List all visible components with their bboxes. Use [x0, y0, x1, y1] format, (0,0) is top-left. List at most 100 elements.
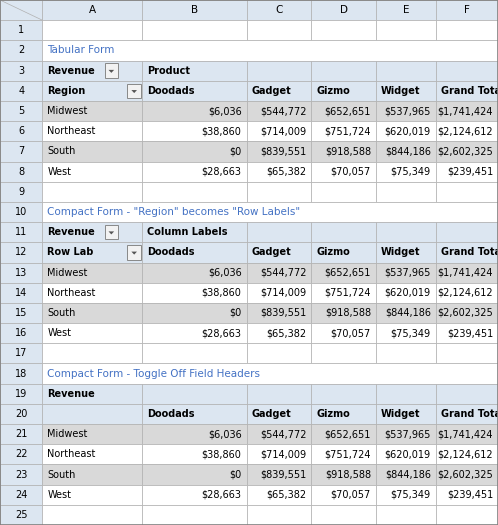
- Bar: [142, 222, 247, 243]
- Text: Gadget: Gadget: [251, 409, 291, 419]
- Text: West: West: [47, 490, 71, 500]
- Text: $75,349: $75,349: [390, 490, 431, 500]
- Text: Tabular Form: Tabular Form: [47, 46, 115, 56]
- Bar: [42, 424, 142, 444]
- Bar: [247, 323, 311, 343]
- Text: 9: 9: [18, 187, 24, 197]
- Text: $6,036: $6,036: [208, 106, 242, 116]
- Text: $239,451: $239,451: [447, 490, 493, 500]
- Text: $751,724: $751,724: [325, 288, 371, 298]
- Bar: [247, 384, 311, 404]
- Bar: [247, 81, 311, 101]
- Text: $714,009: $714,009: [260, 449, 306, 459]
- Text: $844,186: $844,186: [385, 308, 431, 318]
- Text: $2,124,612: $2,124,612: [437, 126, 493, 136]
- Text: 10: 10: [15, 207, 27, 217]
- Bar: [142, 101, 247, 121]
- Bar: [42, 323, 142, 343]
- Text: $0: $0: [229, 146, 242, 156]
- Bar: [311, 141, 376, 162]
- Text: $751,724: $751,724: [325, 449, 371, 459]
- Text: A: A: [89, 5, 96, 15]
- Bar: [376, 485, 436, 505]
- Text: $6,036: $6,036: [208, 268, 242, 278]
- Bar: [247, 121, 311, 141]
- Bar: [0, 363, 42, 384]
- Text: 4: 4: [18, 86, 24, 96]
- Bar: [436, 282, 498, 303]
- Bar: [0, 262, 42, 282]
- Bar: [0, 323, 42, 343]
- Text: 25: 25: [15, 510, 27, 520]
- Bar: [42, 343, 142, 363]
- Bar: [247, 20, 311, 40]
- Text: Compact Form - Toggle Off Field Headers: Compact Form - Toggle Off Field Headers: [47, 369, 260, 379]
- Bar: [376, 0, 436, 20]
- Bar: [0, 162, 42, 182]
- Bar: [0, 282, 42, 303]
- Bar: [0, 444, 42, 465]
- Bar: [42, 485, 142, 505]
- Bar: [42, 282, 142, 303]
- Text: Revenue: Revenue: [47, 66, 95, 76]
- Bar: [42, 121, 142, 141]
- Text: $537,965: $537,965: [384, 268, 431, 278]
- Bar: [436, 141, 498, 162]
- Bar: [0, 222, 42, 243]
- Bar: [247, 303, 311, 323]
- Bar: [42, 444, 142, 465]
- Text: $2,124,612: $2,124,612: [437, 288, 493, 298]
- Bar: [311, 162, 376, 182]
- Text: Doodads: Doodads: [147, 409, 194, 419]
- Bar: [142, 485, 247, 505]
- Bar: [311, 20, 376, 40]
- Bar: [0, 485, 42, 505]
- Text: 24: 24: [15, 490, 27, 500]
- Text: $839,551: $839,551: [260, 146, 306, 156]
- Bar: [42, 141, 142, 162]
- Bar: [247, 282, 311, 303]
- Bar: [247, 465, 311, 485]
- Text: $537,965: $537,965: [384, 106, 431, 116]
- Bar: [311, 404, 376, 424]
- Bar: [247, 424, 311, 444]
- Bar: [311, 60, 376, 81]
- Text: Region: Region: [47, 86, 86, 96]
- Text: $2,602,325: $2,602,325: [437, 469, 493, 479]
- Bar: [311, 243, 376, 262]
- Text: $2,602,325: $2,602,325: [437, 146, 493, 156]
- Text: Product: Product: [147, 66, 190, 76]
- Text: 19: 19: [15, 388, 27, 399]
- Text: $1,741,424: $1,741,424: [438, 106, 493, 116]
- Text: Grand Total: Grand Total: [441, 409, 498, 419]
- Bar: [0, 465, 42, 485]
- Bar: [42, 303, 142, 323]
- Text: 17: 17: [15, 349, 27, 359]
- Text: Northeast: Northeast: [47, 288, 96, 298]
- Text: 8: 8: [18, 166, 24, 176]
- Bar: [42, 262, 142, 282]
- Text: Midwest: Midwest: [47, 106, 88, 116]
- Bar: [105, 64, 118, 78]
- Bar: [42, 60, 142, 81]
- Text: $620,019: $620,019: [384, 449, 431, 459]
- Bar: [247, 162, 311, 182]
- Bar: [247, 222, 311, 243]
- Bar: [42, 20, 142, 40]
- Bar: [436, 485, 498, 505]
- Bar: [247, 182, 311, 202]
- Bar: [436, 303, 498, 323]
- Text: $537,965: $537,965: [384, 429, 431, 439]
- Bar: [142, 343, 247, 363]
- Bar: [311, 222, 376, 243]
- Text: $620,019: $620,019: [384, 126, 431, 136]
- Text: Revenue: Revenue: [47, 227, 95, 237]
- Bar: [0, 182, 42, 202]
- Polygon shape: [109, 232, 114, 234]
- Bar: [376, 141, 436, 162]
- Text: $70,057: $70,057: [331, 328, 371, 338]
- Text: South: South: [47, 146, 76, 156]
- Bar: [42, 81, 142, 101]
- Bar: [42, 465, 142, 485]
- Bar: [376, 282, 436, 303]
